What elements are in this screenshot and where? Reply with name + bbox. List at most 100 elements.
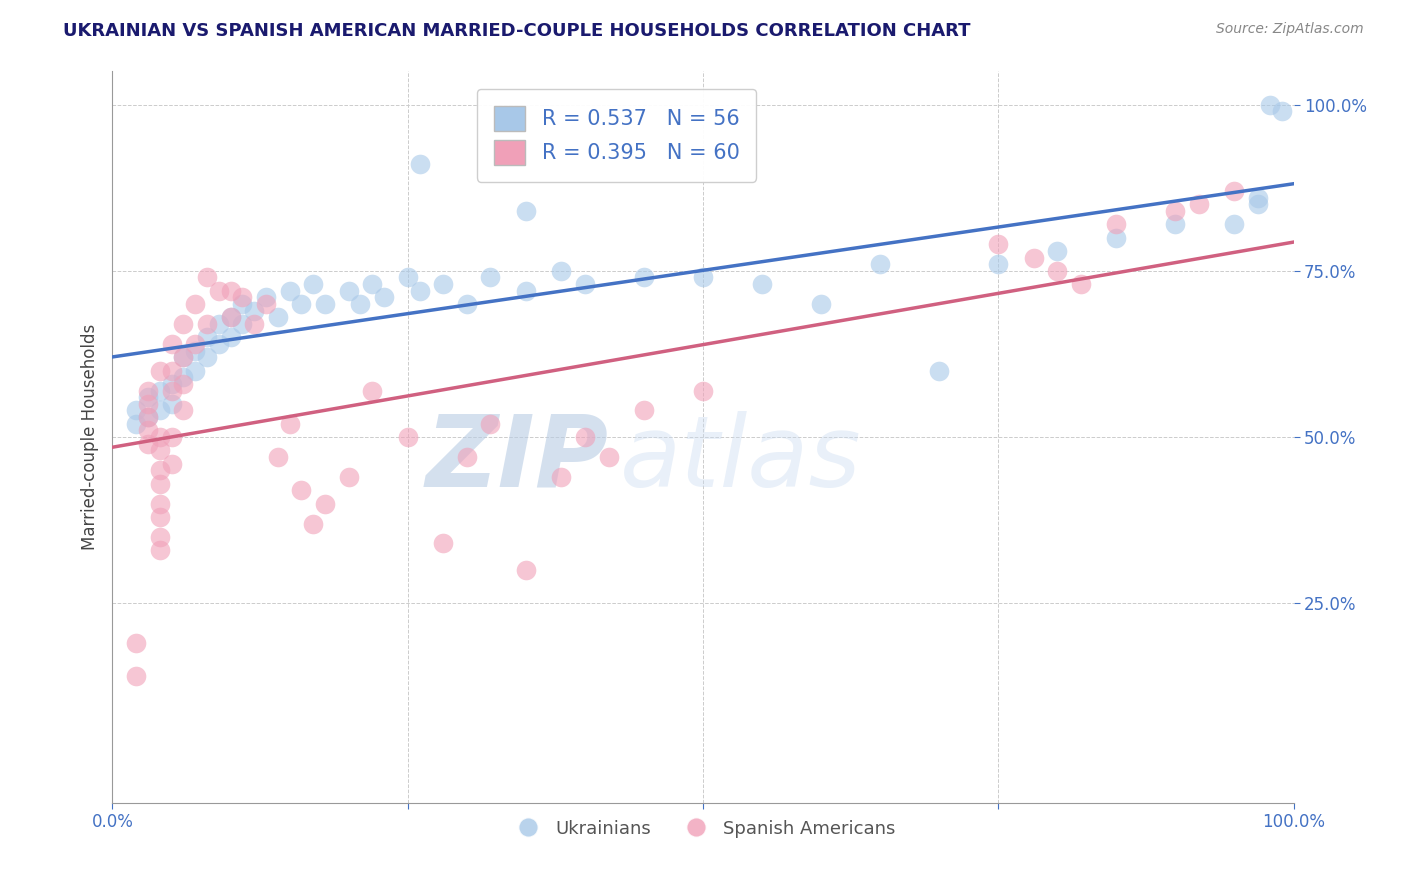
Point: [160, 457, 183, 471]
Point: [692, 270, 714, 285]
Point: [254, 297, 277, 311]
Point: [136, 436, 159, 450]
Point: [125, 636, 148, 650]
Point: [515, 563, 537, 577]
Point: [361, 277, 384, 292]
Point: [1271, 104, 1294, 119]
Point: [160, 430, 183, 444]
Point: [125, 403, 148, 417]
Point: [515, 204, 537, 219]
Point: [550, 264, 572, 278]
Point: [172, 351, 194, 365]
Point: [136, 424, 159, 438]
Point: [254, 290, 277, 304]
Point: [149, 384, 172, 398]
Point: [1070, 277, 1092, 292]
Point: [574, 277, 596, 292]
Point: [219, 310, 242, 325]
Point: [160, 384, 183, 398]
Point: [633, 270, 655, 285]
Point: [408, 157, 430, 171]
Text: Source: ZipAtlas.com: Source: ZipAtlas.com: [1216, 22, 1364, 37]
Point: [574, 430, 596, 444]
Point: [160, 337, 183, 351]
Point: [349, 297, 371, 311]
Point: [149, 497, 172, 511]
Point: [456, 450, 478, 464]
Point: [160, 397, 183, 411]
Point: [149, 363, 172, 377]
Point: [432, 536, 454, 550]
Point: [396, 270, 419, 285]
Point: [149, 443, 172, 458]
Point: [125, 417, 148, 431]
Point: [337, 284, 360, 298]
Point: [751, 277, 773, 292]
Point: [184, 337, 207, 351]
Point: [267, 310, 290, 325]
Point: [149, 430, 172, 444]
Point: [149, 509, 172, 524]
Point: [692, 384, 714, 398]
Point: [302, 277, 325, 292]
Point: [456, 297, 478, 311]
Point: [184, 363, 207, 377]
Point: [149, 530, 172, 544]
Point: [208, 284, 231, 298]
Point: [1046, 264, 1069, 278]
Point: [1223, 217, 1246, 231]
Point: [219, 284, 242, 298]
Point: [408, 284, 430, 298]
Point: [136, 390, 159, 404]
Point: [184, 343, 207, 358]
Point: [219, 310, 242, 325]
Text: ZIP: ZIP: [426, 410, 609, 508]
Point: [290, 297, 312, 311]
Point: [314, 497, 336, 511]
Point: [290, 483, 312, 498]
Legend: Ukrainians, Spanish Americans: Ukrainians, Spanish Americans: [503, 813, 903, 845]
Point: [302, 516, 325, 531]
Point: [172, 351, 194, 365]
Point: [1247, 191, 1270, 205]
Point: [172, 317, 194, 331]
Point: [231, 297, 253, 311]
Point: [267, 450, 290, 464]
Point: [1105, 230, 1128, 244]
Point: [219, 330, 242, 344]
Text: UKRAINIAN VS SPANISH AMERICAN MARRIED-COUPLE HOUSEHOLDS CORRELATION CHART: UKRAINIAN VS SPANISH AMERICAN MARRIED-CO…: [63, 22, 970, 40]
Point: [231, 290, 253, 304]
Point: [373, 290, 395, 304]
Point: [149, 476, 172, 491]
Point: [314, 297, 336, 311]
Point: [361, 384, 384, 398]
Point: [231, 317, 253, 331]
Point: [598, 450, 620, 464]
Point: [515, 284, 537, 298]
Point: [149, 403, 172, 417]
Text: atlas: atlas: [620, 410, 862, 508]
Point: [633, 403, 655, 417]
Point: [160, 376, 183, 391]
Point: [1188, 197, 1211, 211]
Point: [136, 410, 159, 425]
Point: [1258, 97, 1281, 112]
Point: [337, 470, 360, 484]
Point: [208, 317, 231, 331]
Point: [432, 277, 454, 292]
Point: [195, 330, 218, 344]
Point: [479, 270, 502, 285]
Point: [1105, 217, 1128, 231]
Point: [195, 317, 218, 331]
Point: [172, 376, 194, 391]
Point: [172, 370, 194, 384]
Point: [1164, 204, 1187, 219]
Point: [184, 297, 207, 311]
Point: [479, 417, 502, 431]
Point: [987, 237, 1010, 252]
Point: [869, 257, 891, 271]
Point: [243, 317, 266, 331]
Point: [149, 463, 172, 477]
Point: [136, 397, 159, 411]
Point: [208, 337, 231, 351]
